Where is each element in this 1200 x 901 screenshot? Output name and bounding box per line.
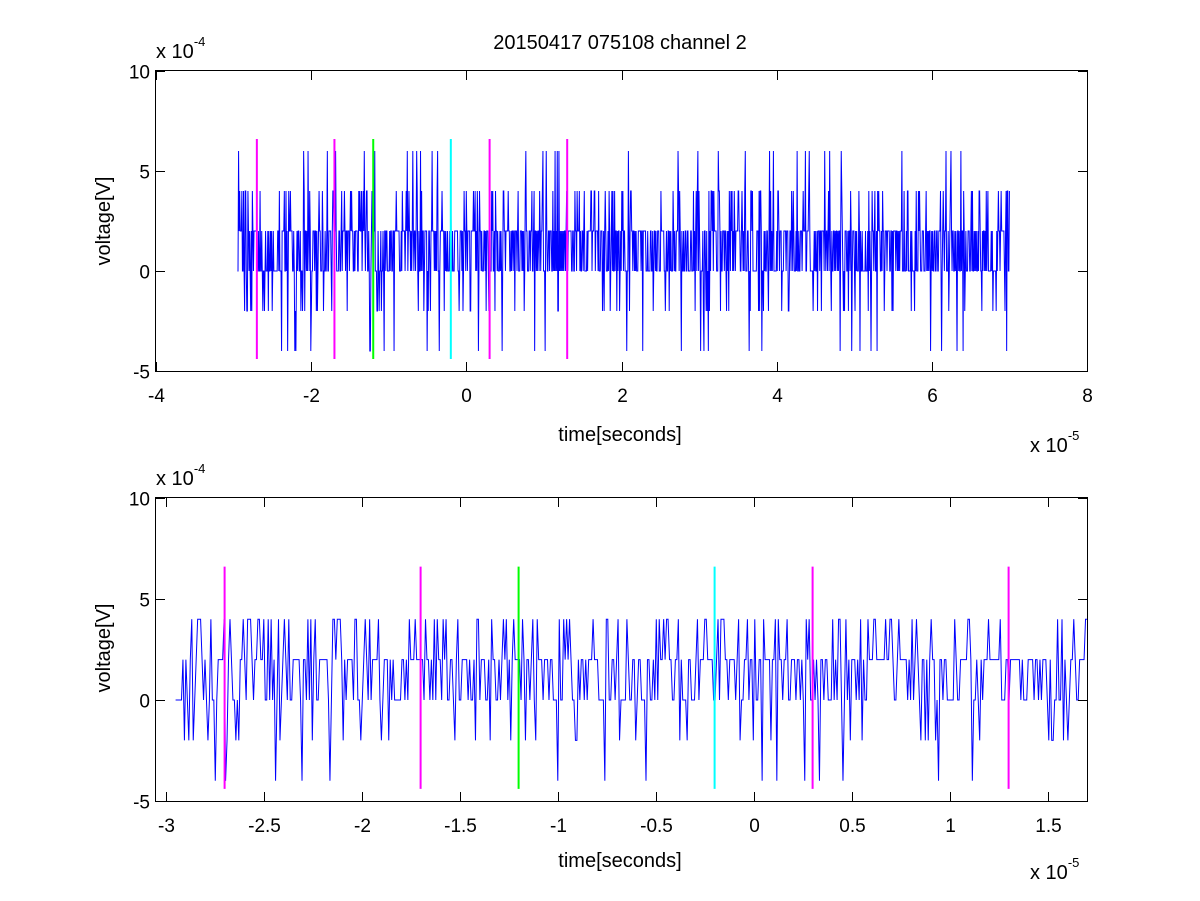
top-marker-layer (255, 139, 569, 359)
bottom-y-exponent-power: -4 (194, 461, 206, 476)
top-y-tick-label: -5 (133, 363, 150, 384)
bottom-x-tick-label: -2 (354, 816, 371, 837)
top-x-axis-label: time[seconds] (558, 424, 681, 446)
top-y-ticks: -5 0 5 10 (129, 63, 1087, 384)
bottom-x-tick-label: 0 (749, 816, 760, 837)
top-y-tick-label: 10 (129, 63, 150, 84)
bottom-y-tick-label: -5 (133, 793, 150, 814)
bottom-x-tick-label: -1.5 (444, 816, 477, 837)
bottom-signal-line (175, 618, 1087, 781)
top-x-tick-label: 6 (927, 386, 938, 407)
top-y-exponent-label: x 10-4 (156, 34, 205, 63)
top-x-tick-label: 4 (772, 386, 783, 407)
bottom-y-tick-label: 10 (129, 490, 150, 511)
top-x-tick-label: -4 (148, 386, 165, 407)
bottom-x-tick-label: -3 (158, 816, 175, 837)
bottom-signal-layer (175, 618, 1087, 781)
bottom-x-exponent-prefix: x 10 (1030, 862, 1068, 884)
bottom-x-tick-label: -2.5 (248, 816, 281, 837)
top-y-tick-label: 0 (139, 263, 150, 284)
top-x-tick-label: 2 (617, 386, 628, 407)
bottom-y-ticks: -5 0 5 10 (129, 490, 1087, 814)
bottom-axes-box (155, 497, 1088, 802)
top-x-exponent-label: x 10-5 (1030, 428, 1079, 457)
top-signal-line (237, 150, 1010, 352)
top-y-exponent-power: -4 (194, 34, 206, 49)
bottom-x-tick-label: -0.5 (640, 816, 673, 837)
top-y-axis-label: voltage[V] (93, 177, 115, 266)
bottom-x-exponent-label: x 10-5 (1030, 855, 1079, 884)
bottom-y-tick-label: 0 (139, 692, 150, 713)
top-x-exponent-power: -5 (1068, 428, 1080, 443)
bottom-x-exponent-power: -5 (1068, 855, 1080, 870)
top-y-tick-label: 5 (139, 163, 150, 184)
bottom-x-tick-label: 0.5 (839, 816, 865, 837)
bottom-x-axis-label: time[seconds] (558, 850, 681, 872)
top-x-tick-label: 0 (461, 386, 472, 407)
chart-title: 20150417 075108 channel 2 (493, 32, 747, 54)
top-axes-box (155, 70, 1088, 372)
top-x-tick-label: 8 (1082, 386, 1093, 407)
bottom-y-exponent-label: x 10-4 (156, 461, 205, 490)
bottom-marker-layer (223, 566, 1010, 789)
top-signal-layer (237, 150, 1010, 352)
bottom-x-tick-label: -1 (550, 816, 567, 837)
bottom-y-axis-label: voltage[V] (93, 604, 115, 693)
bottom-y-tick-label: 5 (139, 591, 150, 612)
top-subplot: 20150417 075108 channel 2 -4 -2 0 2 4 6 8 -5 0 5… (93, 32, 1093, 457)
top-y-exponent-prefix: x 10 (156, 41, 194, 63)
bottom-x-tick-label: 1 (945, 816, 956, 837)
bottom-x-ticks: -3 -2.5 -2 -1.5 -1 -0.5 0 0.5 1 1.5 (158, 498, 1062, 837)
top-x-ticks: -4 -2 0 2 4 6 8 (148, 71, 1093, 407)
bottom-subplot: -3 -2.5 -2 -1.5 -1 -0.5 0 0.5 1 1.5 -5 0 5 10 time[s… (93, 461, 1088, 884)
top-x-tick-label: -2 (303, 386, 320, 407)
bottom-x-tick-label: 1.5 (1035, 816, 1061, 837)
bottom-y-exponent-prefix: x 10 (156, 468, 194, 490)
top-x-exponent-prefix: x 10 (1030, 435, 1068, 457)
